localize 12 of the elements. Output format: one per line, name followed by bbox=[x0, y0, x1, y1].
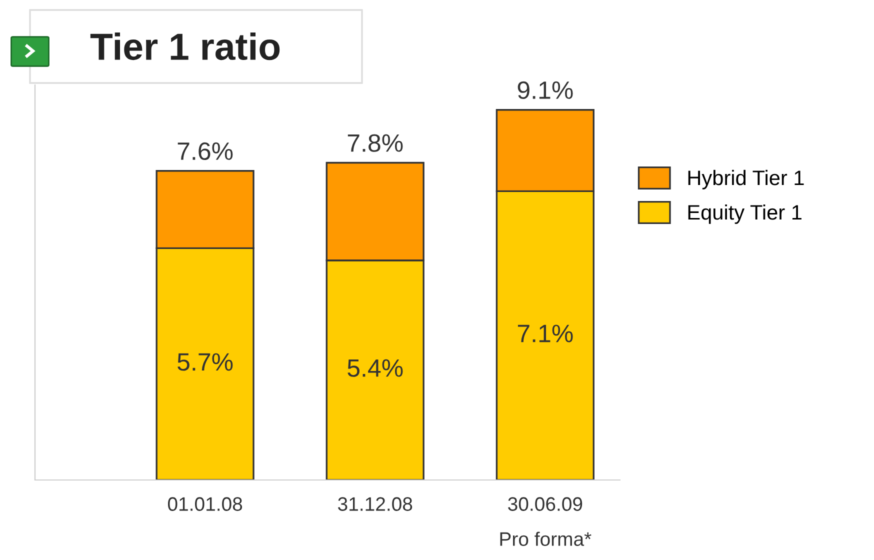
data-label: 5.7% bbox=[178, 353, 233, 371]
total-label: 7.6% bbox=[178, 142, 233, 160]
data-label: 7.1% bbox=[518, 324, 573, 342]
total-label: 9.1% bbox=[518, 81, 573, 100]
x-tick-label: 31.12.08 bbox=[338, 497, 412, 511]
x-tick-label: 01.01.08 bbox=[168, 497, 242, 511]
data-label: 5.4% bbox=[348, 359, 403, 377]
legend-label: Hybrid Tier 1 bbox=[688, 170, 804, 190]
x-tick-label: 30.06.09 Pro forma* bbox=[500, 497, 592, 546]
legend-label: Equity Tier 1 bbox=[688, 204, 802, 224]
total-label: 7.8% bbox=[348, 134, 403, 152]
chart-title: Tier 1 ratio bbox=[90, 32, 280, 60]
